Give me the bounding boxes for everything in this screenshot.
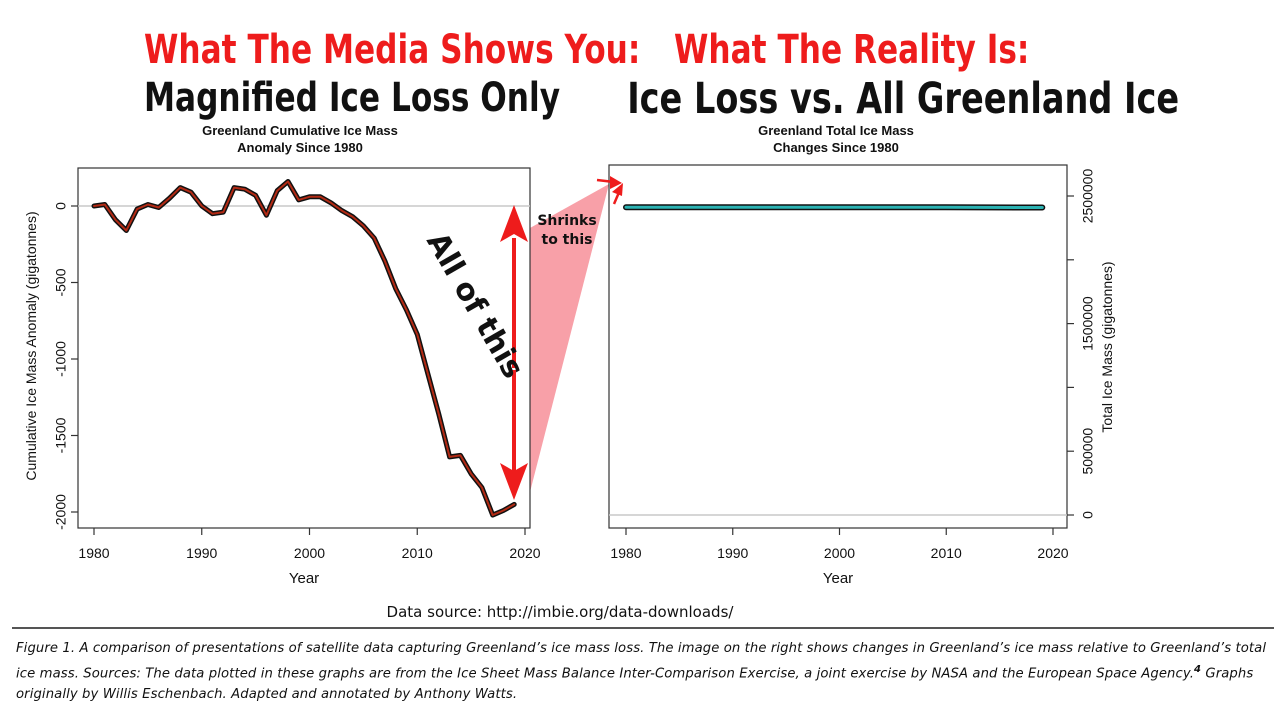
left-y-tick-label: 0 xyxy=(53,202,69,210)
right-y-axis-label: Total Ice Mass (gigatonnes) xyxy=(1099,261,1115,432)
left-x-tick-label: 2020 xyxy=(509,545,540,561)
left-x-tick-label: 1980 xyxy=(78,545,109,561)
left-x-tick-label: 2000 xyxy=(294,545,325,561)
data-source: Data source: http://imbie.org/data-downl… xyxy=(386,603,734,621)
right-chart-title: Greenland Total Ice Mass Changes Since 1… xyxy=(686,122,986,156)
left-chart-title-line-1: Greenland Cumulative Ice Mass xyxy=(202,123,398,138)
shrink-wedge xyxy=(530,184,609,492)
annotation-arrow-down-head xyxy=(500,463,528,500)
left-chart-title-line-2: Anomaly Since 1980 xyxy=(237,140,363,155)
annotation-shrinks-line-2: to this xyxy=(542,232,593,248)
right-x-tick-label: 1990 xyxy=(717,545,748,561)
right-x-tick-label: 2000 xyxy=(824,545,855,561)
left-series-line xyxy=(93,180,516,517)
right-y-tick-label: 1500000 xyxy=(1080,296,1096,351)
right-y-tick-label: 2500000 xyxy=(1080,169,1096,224)
right-x-tick-label: 1980 xyxy=(610,545,641,561)
right-y-tick-label: 0 xyxy=(1080,511,1096,519)
caption-text: Figure 1. A comparison of presentations … xyxy=(16,641,1267,682)
pointer-arrow-head-low xyxy=(612,183,623,196)
caption-divider xyxy=(12,627,1274,629)
right-y-tick-label: 500000 xyxy=(1080,428,1096,475)
right-chart-title-line-1: Greenland Total Ice Mass xyxy=(758,123,914,138)
comparison-figure: 1980 1990 2000 2010 2020 0 -500 -1000 -1500 -2000… xyxy=(23,164,1115,587)
caption-footnote: 4 xyxy=(1194,664,1202,675)
left-y-tick-label: -1500 xyxy=(53,417,69,453)
left-x-tick-label: 2010 xyxy=(402,545,433,561)
figure-caption: Figure 1. A comparison of presentations … xyxy=(16,638,1274,705)
right-x-tick-label: 2020 xyxy=(1037,545,1068,561)
left-y-tick-label: -2000 xyxy=(53,494,69,530)
left-x-tick-label: 1990 xyxy=(186,545,217,561)
left-y-tick-label: -1000 xyxy=(53,341,69,377)
right-chart-title-line-2: Changes Since 1980 xyxy=(773,140,899,155)
left-x-axis-label: Year xyxy=(289,570,319,587)
left-y-tick-label: -500 xyxy=(53,268,69,296)
right-headline-red: What The Reality Is: xyxy=(674,27,1030,73)
left-plot-frame xyxy=(77,167,531,529)
left-y-axis-label: Cumulative Ice Mass Anomaly (gigatonnes) xyxy=(23,211,39,480)
pointer-arrow-head-high xyxy=(610,176,622,189)
right-plot-frame xyxy=(608,164,1068,529)
right-x-axis-label: Year xyxy=(823,570,853,587)
right-x-tick-label: 2010 xyxy=(931,545,962,561)
caption-credits: Graphs originally by Willis Eschenbach. … xyxy=(16,666,1254,703)
left-chart-title: Greenland Cumulative Ice Mass Anomaly Si… xyxy=(150,122,450,156)
annotation-shrinks-line-1: Shrinks xyxy=(537,213,596,229)
annotation-arrow-up-head xyxy=(500,205,528,242)
